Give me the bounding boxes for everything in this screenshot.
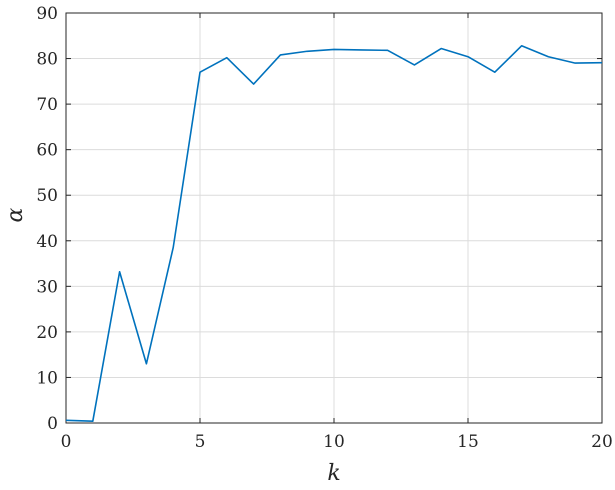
x-tick-label: 0 <box>61 432 72 452</box>
axes <box>65 12 603 424</box>
x-axis-label: k <box>327 461 340 486</box>
series-line <box>65 44 603 422</box>
x-tick-label: 15 <box>457 432 479 452</box>
x-tick-label: 20 <box>591 432 613 452</box>
y-tick-label: 50 <box>36 186 58 206</box>
y-tick-label: 40 <box>36 232 58 252</box>
y-tick-label: 30 <box>36 277 58 297</box>
x-tick-label: 5 <box>195 432 206 452</box>
y-tick-label: 10 <box>36 368 58 388</box>
tick-labels: 0 5 10 15 20 0 10 20 30 40 50 60 70 80 90 <box>36 4 612 452</box>
y-tick-label: 20 <box>36 323 58 343</box>
y-tick-label: 70 <box>36 95 58 115</box>
series-layer <box>65 44 603 422</box>
y-axis-label: α <box>3 207 28 222</box>
y-tick-label: 0 <box>47 414 58 434</box>
x-tick-label: 10 <box>323 432 345 452</box>
grid <box>66 13 602 423</box>
y-tick-label: 80 <box>36 50 58 70</box>
y-tick-label: 60 <box>36 141 58 161</box>
y-tick-label: 90 <box>36 4 58 24</box>
